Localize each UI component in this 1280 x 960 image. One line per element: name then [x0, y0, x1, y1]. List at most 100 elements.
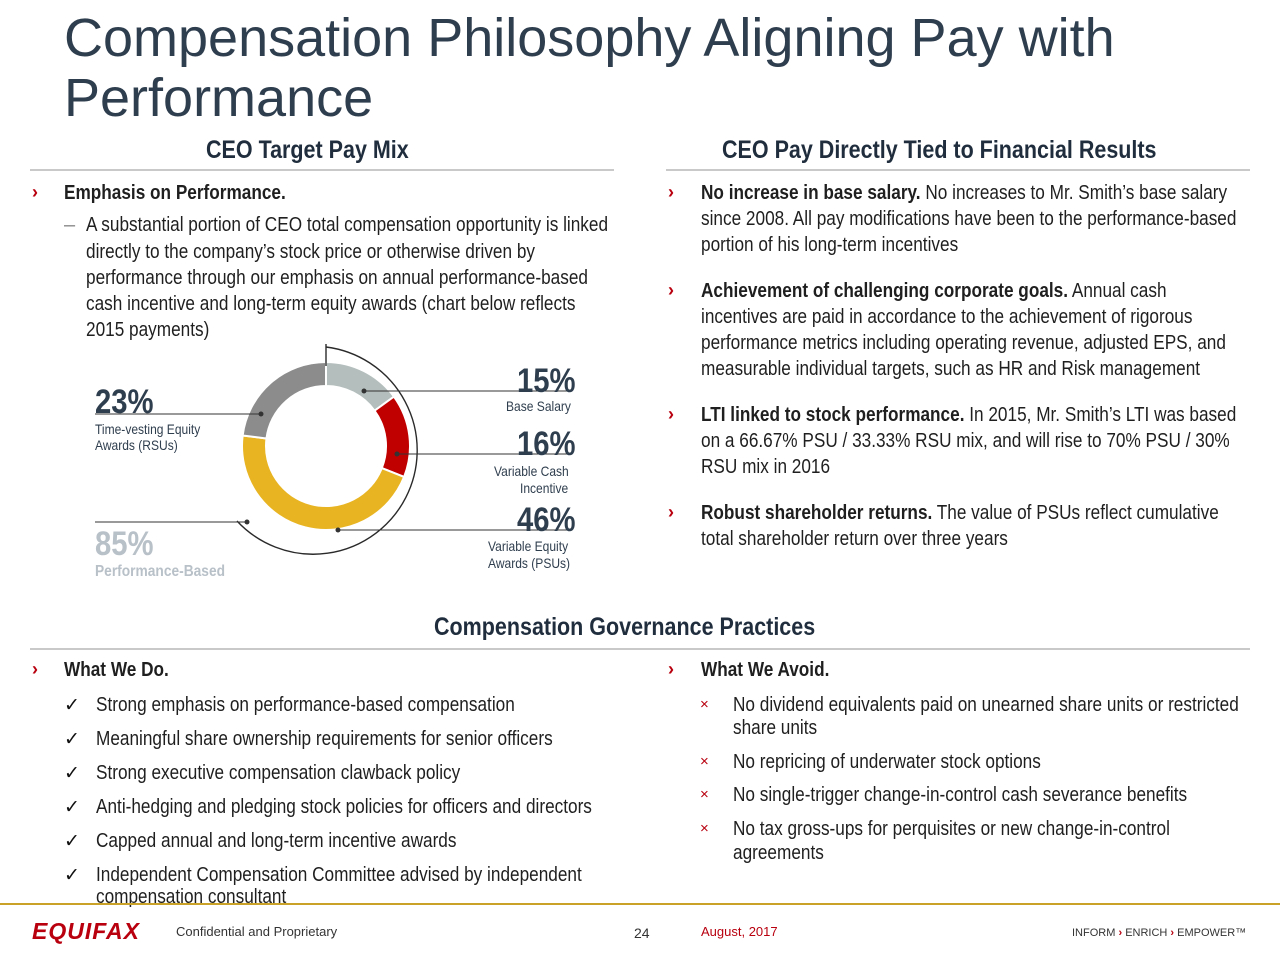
- do-item: Strong emphasis on performance-based com…: [96, 694, 515, 716]
- bullet-text: In 2015, Mr. Smith’s LTI was based: [964, 404, 1237, 426]
- donut-slice-variable-cash: [373, 395, 411, 479]
- result-line: on a 66.67% PSU / 33.33% RSU mix, and wi…: [701, 430, 1230, 452]
- donut-slice-variable-equity: [241, 434, 406, 531]
- bullet-chevron-icon: ›: [668, 502, 674, 522]
- result-line: incentives are paid in accordance to the…: [701, 306, 1193, 328]
- avoid-item: No dividend equivalents paid on unearned…: [733, 694, 1239, 716]
- emphasis-line: cash incentive and long-term equity awar…: [86, 293, 576, 315]
- bullet-bold: Achievement of challenging corporate goa…: [701, 280, 1069, 302]
- what-we-do-heading: What We Do.: [64, 659, 169, 681]
- avoid-item: share units: [733, 717, 818, 739]
- cross-icon: ×: [700, 786, 709, 803]
- check-icon: ✓: [64, 763, 80, 784]
- bullet-chevron-icon: ›: [668, 659, 674, 679]
- footer-rule: [0, 903, 1280, 905]
- tagline-word: ENRICH: [1125, 927, 1168, 939]
- tagline-word: EMPOWER™: [1177, 927, 1247, 939]
- emphasis-heading: Emphasis on Performance.: [64, 182, 286, 204]
- bullet-text: Annual cash: [1068, 280, 1167, 302]
- emphasis-line: performance through our emphasis on annu…: [86, 267, 588, 289]
- cross-icon: ×: [700, 753, 709, 770]
- label-time-vesting: Time-vesting Equity: [95, 421, 201, 437]
- bullet-chevron-icon: ›: [32, 659, 38, 679]
- bullet-chevron-icon: ›: [668, 404, 674, 424]
- divider: [30, 169, 614, 171]
- avoid-item: No repricing of underwater stock options: [733, 751, 1041, 773]
- result-bullet-lti: LTI linked to stock performance. In 2015…: [701, 402, 1236, 428]
- page-number: 24: [634, 925, 650, 941]
- bullet-bold: Robust shareholder returns.: [701, 502, 933, 524]
- cross-icon: ×: [700, 696, 709, 713]
- bullet-chevron-icon: ›: [32, 182, 38, 202]
- equifax-logo: EQUIFAX: [32, 918, 140, 944]
- avoid-item: No tax gross-ups for perquisites or new …: [733, 818, 1170, 840]
- result-line: RSU mix in 2016: [701, 456, 831, 478]
- check-icon: ✓: [64, 831, 80, 852]
- pct-variable-equity: 46%: [517, 501, 576, 539]
- emphasis-line: 2015 payments): [86, 319, 210, 341]
- result-bullet-goals: Achievement of challenging corporate goa…: [701, 278, 1167, 304]
- result-line: performance metrics including operating …: [701, 332, 1226, 354]
- what-we-avoid-heading: What We Avoid.: [701, 659, 830, 681]
- page-title: Compensation Philosophy Aligning Pay wit…: [64, 8, 1115, 128]
- check-icon: ✓: [64, 729, 80, 750]
- do-item: Capped annual and long-term incentive aw…: [96, 830, 457, 852]
- result-bullet-salary: No increase in base salary. No increases…: [701, 180, 1227, 206]
- label-performance-based: Performance-Based: [95, 563, 226, 580]
- check-icon: ✓: [64, 695, 80, 716]
- bullet-text: No increases to Mr. Smith’s base salary: [920, 182, 1228, 204]
- pct-variable-cash: 16%: [517, 425, 576, 463]
- result-line: total shareholder return over three year…: [701, 528, 1008, 550]
- label-variable-cash: Variable Cash: [494, 463, 569, 479]
- leader-dot: [335, 527, 341, 533]
- dash-icon: –: [64, 214, 76, 236]
- tagline-word: INFORM: [1072, 927, 1116, 939]
- bullet-chevron-icon: ›: [668, 182, 674, 202]
- check-icon: ✓: [64, 865, 80, 886]
- avoid-item: No single-trigger change-in-control cash…: [733, 784, 1188, 806]
- leader-dot: [244, 519, 250, 525]
- bullet-bold: No increase in base salary.: [701, 182, 921, 204]
- label-variable-equity: Variable Equity: [488, 538, 569, 554]
- result-line: measurable individual targets, such as H…: [701, 358, 1201, 380]
- cross-icon: ×: [700, 820, 709, 837]
- divider: [30, 648, 1250, 650]
- bullet-chevron-icon: ›: [668, 280, 674, 300]
- leader-dot: [361, 388, 367, 394]
- do-item: compensation consultant: [96, 886, 287, 908]
- emphasis-line: directly to the company’s stock price or…: [86, 241, 536, 263]
- do-item: Anti-hedging and pledging stock policies…: [96, 796, 592, 818]
- section-head-governance: Compensation Governance Practices: [434, 613, 816, 641]
- leader-dot: [258, 411, 264, 417]
- check-icon: ✓: [64, 797, 80, 818]
- avoid-item: agreements: [733, 842, 824, 864]
- section-head-pay-mix: CEO Target Pay Mix: [206, 136, 409, 164]
- result-line: since 2008. All pay modifications have b…: [701, 208, 1237, 230]
- donut-slice-time-vesting: [241, 360, 327, 440]
- confidential-notice: Confidential and Proprietary: [176, 924, 338, 939]
- chevron-icon: ›: [1118, 927, 1123, 939]
- pct-time-vesting: 23%: [95, 383, 154, 421]
- do-item: Independent Compensation Committee advis…: [96, 864, 582, 886]
- pct-performance-based: 85%: [95, 525, 154, 563]
- result-bullet-returns: Robust shareholder returns. The value of…: [701, 500, 1219, 526]
- tagline: INFORM › ENRICH › EMPOWER™: [1072, 927, 1246, 939]
- divider: [666, 169, 1250, 171]
- label-variable-equity: Awards (PSUs): [488, 555, 571, 571]
- footer-date: August, 2017: [701, 924, 778, 939]
- section-head-financial-results: CEO Pay Directly Tied to Financial Resul…: [722, 136, 1157, 164]
- performance-based-arc: [236, 346, 418, 555]
- label-base-salary: Base Salary: [506, 398, 571, 414]
- label-variable-cash: Incentive: [520, 480, 569, 496]
- emphasis-line: A substantial portion of CEO total compe…: [86, 214, 609, 236]
- bullet-text: The value of PSUs reflect cumulative: [932, 502, 1219, 524]
- chevron-icon: ›: [1170, 927, 1175, 939]
- label-time-vesting: Awards (RSUs): [95, 437, 178, 453]
- bullet-bold: LTI linked to stock performance.: [701, 404, 965, 426]
- do-item: Meaningful share ownership requirements …: [96, 728, 553, 750]
- do-item: Strong executive compensation clawback p…: [96, 762, 461, 784]
- pct-base-salary: 15%: [517, 362, 576, 400]
- pay-mix-donut-chart: [95, 344, 568, 555]
- result-line: portion of his long-term incentives: [701, 234, 959, 256]
- leader-dot: [394, 451, 400, 457]
